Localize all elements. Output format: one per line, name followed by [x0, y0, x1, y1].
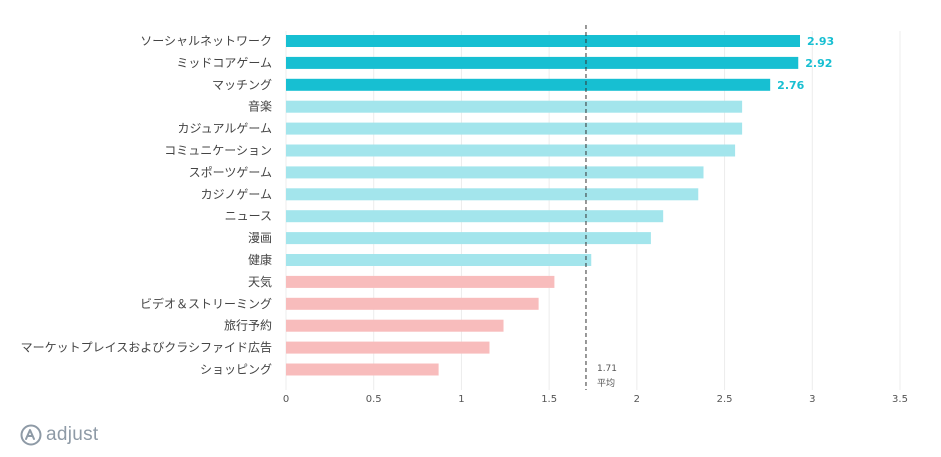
- category-label: ショッピング: [200, 363, 272, 377]
- x-axis-ticks: 0 0.5 1 1.5 2 2.5 3 3.5: [283, 394, 908, 405]
- bar: [286, 35, 801, 47]
- bar: [286, 363, 439, 376]
- category-label: ミッドコアゲーム: [176, 56, 272, 70]
- category-label: ニュース: [225, 209, 272, 223]
- bar: [286, 100, 743, 113]
- bar: [286, 232, 651, 245]
- bar: [286, 275, 555, 288]
- x-tick-label: 3.5: [892, 394, 908, 405]
- bar: [286, 297, 539, 310]
- category-label: コミュニケーション: [164, 144, 272, 158]
- x-tick-label: 2.5: [717, 394, 733, 405]
- bars: [286, 35, 801, 376]
- average-label: 平均: [597, 377, 615, 389]
- category-label: カジノゲーム: [201, 187, 272, 201]
- category-label: ビデオ＆ストリーミング: [140, 296, 272, 311]
- bar: [286, 254, 592, 266]
- bar: [286, 319, 504, 332]
- adjust-logo-icon: [20, 424, 42, 446]
- category-label: マーケットプレイスおよびクラシファイド広告: [21, 341, 272, 355]
- bar: [286, 188, 699, 201]
- category-label: 天気: [248, 274, 272, 289]
- category-label: 健康: [248, 252, 272, 267]
- value-label: 2.92: [805, 57, 832, 70]
- bar: [286, 341, 490, 354]
- x-tick-label: 2: [634, 394, 640, 405]
- category-label: 漫画: [248, 231, 272, 245]
- bar: [286, 166, 704, 179]
- average-value-label: 1.71: [597, 364, 617, 374]
- x-tick-label: 0: [283, 394, 289, 405]
- category-labels: ソーシャルネットワークミッドコアゲームマッチング音楽カジュアルゲームコミュニケー…: [21, 34, 272, 377]
- adjust-logo: adjust: [20, 424, 99, 446]
- category-label: スポーツゲーム: [189, 165, 272, 179]
- bar: [286, 56, 799, 69]
- category-label: カジュアルゲーム: [178, 122, 272, 136]
- value-label: 2.76: [777, 79, 804, 92]
- x-tick-label: 0.5: [366, 394, 382, 405]
- average-marker: 1.71 平均: [585, 25, 617, 390]
- category-label: マッチング: [212, 78, 272, 92]
- x-tick-label: 3: [809, 394, 815, 405]
- category-label: 音楽: [248, 99, 272, 114]
- logo-text: adjust: [46, 424, 99, 445]
- value-labels: 2.93 2.922.76: [777, 35, 834, 92]
- category-label: 旅行予約: [224, 318, 272, 333]
- x-tick-label: 1.5: [541, 394, 557, 405]
- bar: [286, 122, 743, 135]
- bar: [286, 144, 736, 157]
- value-label: 2.93: [807, 35, 834, 48]
- x-tick-label: 1: [458, 394, 464, 405]
- bar: [286, 78, 771, 91]
- category-label: ソーシャルネットワーク: [140, 34, 272, 48]
- bar: [286, 210, 664, 223]
